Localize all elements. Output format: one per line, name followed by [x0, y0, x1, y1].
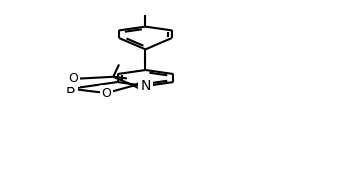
Text: B: B: [66, 82, 76, 96]
Text: N: N: [140, 79, 150, 93]
Text: O: O: [69, 72, 78, 85]
Text: O: O: [102, 87, 111, 100]
